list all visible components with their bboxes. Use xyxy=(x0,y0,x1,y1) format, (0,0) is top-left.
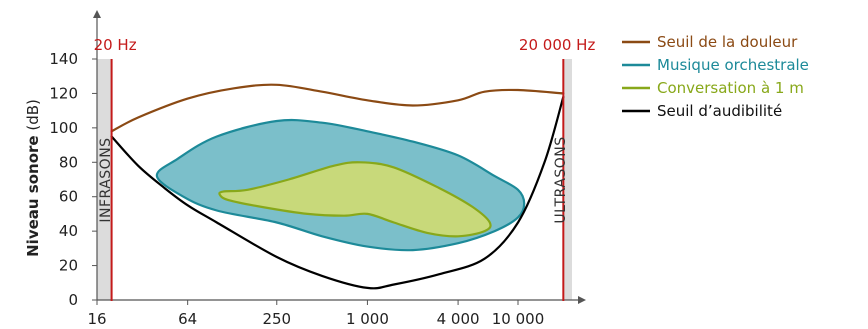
band-label-ultrasons: ULTRASONS xyxy=(553,136,569,223)
y-tick-label: 0 xyxy=(68,291,78,309)
legend-label-1: Musique orchestrale xyxy=(657,56,809,74)
x-tick-label: 250 xyxy=(262,310,291,328)
labels-layer: INFRASONS ULTRASONS 0 20 40 60 80 100 120 140 16 64… xyxy=(24,36,595,328)
series-seuil-d-audibilit xyxy=(110,95,565,290)
x-tick-label: 10 000 xyxy=(492,310,545,328)
legend: Seuil de la douleur Musique orchestrale Co… xyxy=(622,33,809,120)
y-axis-title-unit: (dB) xyxy=(24,99,42,135)
x-tick-label: 16 xyxy=(87,310,106,328)
band-label-infrasons: INFRASONS xyxy=(98,137,114,222)
y-axis-arrow-icon xyxy=(93,10,101,18)
bands-layer xyxy=(97,59,572,300)
y-axis-title: Niveau sonore (dB) xyxy=(24,99,42,257)
band-infrasons xyxy=(97,59,112,300)
x-tick-label: 1 000 xyxy=(346,310,389,328)
y-axis-title-main: Niveau sonore xyxy=(24,135,42,256)
y-tick-label: 60 xyxy=(59,188,78,206)
legend-label-3: Seuil d’audibilité xyxy=(657,102,782,120)
markers-layer xyxy=(110,59,565,301)
x-axis-arrow-icon xyxy=(578,296,586,304)
y-tick-label: 80 xyxy=(59,153,78,171)
marker-label-1: 20 000 Hz xyxy=(519,36,596,54)
x-tick-label: 64 xyxy=(178,310,197,328)
y-tick-label: 120 xyxy=(49,84,78,102)
series-conversation-1-m xyxy=(218,161,492,238)
legend-label-0: Seuil de la douleur xyxy=(657,33,798,51)
x-tick-label: 4 000 xyxy=(437,310,480,328)
band-ultrasons xyxy=(563,59,572,300)
y-tick-label: 40 xyxy=(59,222,78,240)
y-tick-label: 140 xyxy=(49,50,78,68)
y-tick-label: 20 xyxy=(59,257,78,275)
y-tick-label: 100 xyxy=(49,119,78,137)
marker-label-0: 20 Hz xyxy=(94,36,137,54)
series-seuil-de-la-douleur xyxy=(110,83,565,133)
series-layer xyxy=(110,83,565,290)
legend-label-2: Conversation à 1 m xyxy=(657,79,804,97)
axes-layer xyxy=(92,10,586,305)
